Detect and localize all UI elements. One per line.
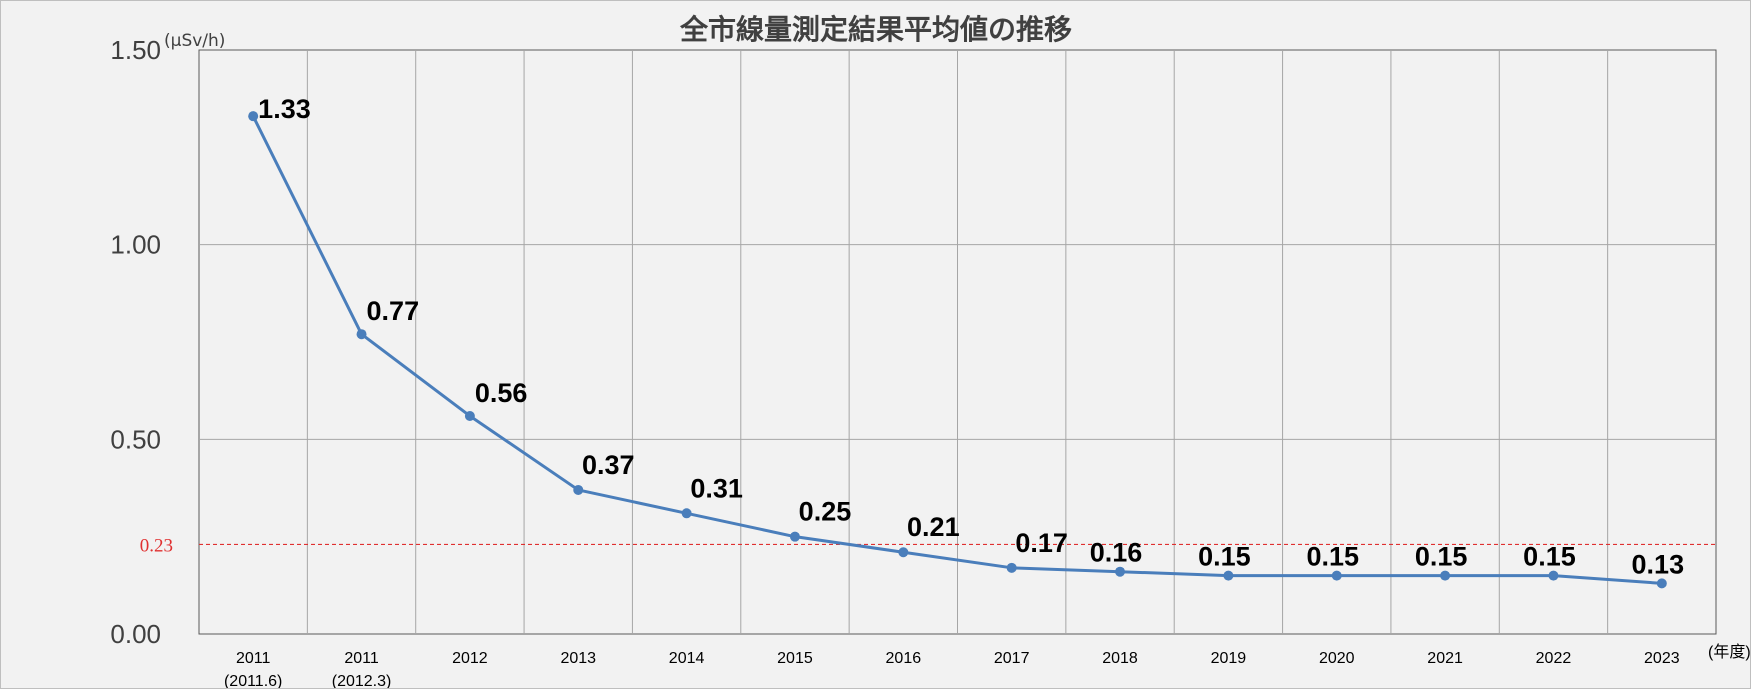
data-label: 0.37	[582, 450, 635, 480]
data-point	[464, 410, 475, 421]
data-label: 0.15	[1415, 542, 1468, 572]
data-label: 0.21	[907, 512, 960, 542]
y-tick-label: 0.00	[110, 619, 161, 649]
x-tick-label: 2011	[236, 650, 271, 667]
data-label: 1.33	[258, 94, 311, 124]
y-tick-label: 1.00	[110, 230, 161, 260]
data-label: 0.25	[799, 497, 852, 527]
data-label: 0.16	[1090, 538, 1143, 568]
x-tick-label: 2017	[994, 650, 1030, 667]
y-axis-unit-label: (μSv/h)	[164, 31, 225, 51]
y-tick-label: 1.50	[110, 35, 161, 65]
x-tick-label: 2012	[452, 650, 488, 667]
data-point	[1115, 566, 1126, 577]
data-labels: 1.33 0.77 0.56 0.37 0.31 0.25 0.21 0.17 0.16 0.15…	[258, 94, 1684, 579]
data-point	[1223, 570, 1234, 581]
x-tick-label: 2015	[777, 650, 813, 667]
series-line	[251, 115, 1662, 585]
data-point	[681, 508, 692, 519]
data-point	[1656, 578, 1667, 589]
reference-line-label: 0.23	[140, 535, 173, 556]
y-tick-label: 0.50	[110, 424, 161, 454]
x-tick-label: 2018	[1102, 650, 1138, 667]
data-point	[1548, 570, 1559, 581]
x-tick-label: 2020	[1319, 650, 1355, 667]
data-label: 0.15	[1198, 542, 1251, 572]
x-tick-label: 2023	[1644, 650, 1680, 667]
data-point	[356, 329, 367, 340]
x-tick-label: 2022	[1536, 650, 1572, 667]
data-point	[1440, 570, 1451, 581]
data-label: 0.17	[1015, 528, 1068, 558]
data-point	[898, 547, 909, 558]
x-tick-label: 2016	[886, 650, 922, 667]
x-tick-label: 2013	[560, 650, 596, 667]
data-point	[573, 484, 584, 495]
gridlines	[199, 50, 1716, 634]
data-point	[1006, 562, 1017, 573]
data-label: 0.15	[1523, 542, 1576, 572]
data-label: 0.31	[690, 473, 743, 503]
data-label: 0.15	[1306, 542, 1359, 572]
data-label: 0.77	[367, 296, 420, 326]
x-axis: 2011 (2011.6) 2011 (2012.3) 2012 2013 2014 2015…	[224, 650, 1680, 688]
x-axis-unit-label: (年度)	[1708, 643, 1750, 661]
x-tick-label: 2014	[669, 650, 705, 667]
x-tick-sublabel: (2011.6)	[224, 673, 282, 688]
data-point	[1331, 570, 1342, 581]
reference-line-group: 0.23	[140, 535, 1716, 556]
data-point	[248, 111, 259, 122]
x-tick-label: 2019	[1211, 650, 1247, 667]
data-series	[248, 111, 1667, 589]
x-tick-label: 2021	[1427, 650, 1463, 667]
x-tick-label: 2011	[344, 650, 379, 667]
chart-title: 全市線量測定結果平均値の推移	[679, 13, 1072, 46]
y-axis: 0.00 0.50 1.00 1.50	[110, 35, 161, 649]
data-label: 0.13	[1632, 549, 1685, 579]
data-label: 0.56	[475, 378, 528, 408]
data-point	[789, 531, 800, 542]
x-tick-sublabel: (2012.3)	[332, 673, 392, 688]
